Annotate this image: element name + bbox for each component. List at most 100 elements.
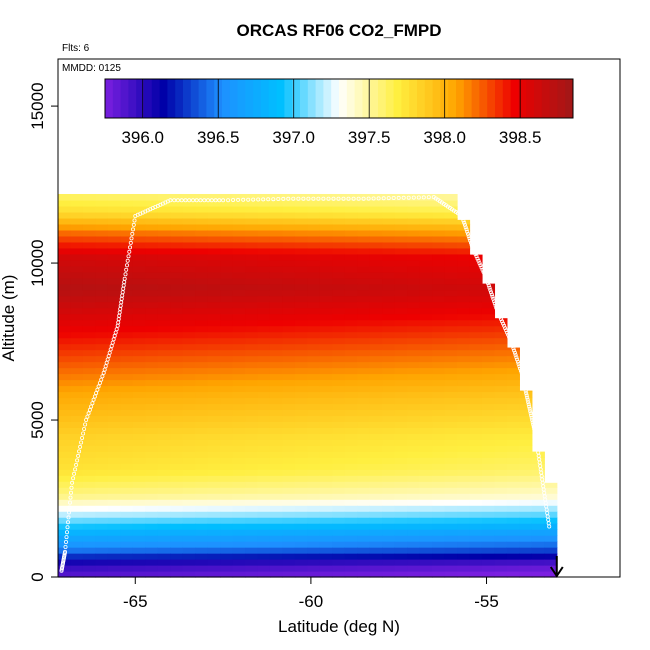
heatmap-cell <box>382 247 396 255</box>
y-tick-label: 10000 <box>28 239 47 286</box>
heatmap-cell <box>82 349 97 357</box>
heatmap-cell <box>207 535 221 542</box>
heatmap-cell <box>58 205 72 213</box>
heatmap-cell <box>70 367 84 375</box>
heatmap-cell <box>182 517 196 524</box>
heatmap-cell <box>481 403 496 411</box>
heatmap-cell <box>107 457 121 464</box>
heatmap-cell <box>506 397 520 405</box>
heatmap-cell <box>145 403 159 411</box>
heatmap-cell <box>357 439 371 446</box>
heatmap-cell <box>58 247 72 255</box>
heatmap-cell <box>145 277 159 285</box>
heatmap-cell <box>107 211 121 219</box>
heatmap-cell <box>58 343 72 351</box>
heatmap-cell <box>95 541 109 548</box>
heatmap-cell <box>531 565 545 572</box>
heatmap-cell <box>407 211 421 219</box>
heatmap-cell <box>282 229 296 237</box>
heatmap-cell <box>457 265 471 273</box>
heatmap-cell <box>207 211 221 219</box>
heatmap-cell <box>494 523 508 530</box>
heatmap-cell <box>132 433 146 440</box>
heatmap-cell <box>220 247 234 255</box>
heatmap-cell <box>494 553 508 560</box>
heatmap-cell <box>294 547 308 554</box>
heatmap-cell <box>132 517 146 524</box>
heatmap-cell <box>307 313 321 321</box>
heatmap-cell <box>170 571 184 578</box>
heatmap-cell <box>432 361 446 369</box>
heatmap-cell <box>257 277 271 285</box>
heatmap-cell <box>220 307 234 315</box>
heatmap-cell <box>120 367 134 375</box>
heatmap-cell <box>207 247 221 255</box>
heatmap-cell <box>357 469 371 476</box>
heatmap-cell <box>481 355 496 363</box>
heatmap-cell <box>195 439 209 446</box>
heatmap-cell <box>120 217 134 225</box>
heatmap-cell <box>307 289 321 297</box>
heatmap-cell <box>157 307 171 315</box>
track-point <box>476 258 481 263</box>
track-point <box>483 274 488 279</box>
heatmap-cell <box>220 523 234 530</box>
heatmap-cell <box>544 553 558 560</box>
heatmap-cell <box>544 487 558 494</box>
heatmap-cell <box>82 451 97 458</box>
heatmap-cell <box>357 247 371 255</box>
heatmap-cell <box>544 499 558 506</box>
heatmap-cell <box>232 205 246 213</box>
heatmap-cell <box>245 373 259 381</box>
heatmap-cell <box>195 247 209 255</box>
heatmap-cell <box>481 487 496 494</box>
heatmap-cell <box>207 373 221 381</box>
heatmap-cell <box>58 223 72 231</box>
heatmap-cell <box>95 283 109 291</box>
track-point <box>515 357 520 362</box>
heatmap-cell <box>319 505 333 512</box>
heatmap-cell <box>207 415 221 422</box>
track-point <box>130 227 135 232</box>
heatmap-cell <box>132 439 146 446</box>
heatmap-cell <box>457 355 471 363</box>
heatmap-cell <box>282 493 296 500</box>
heatmap-cell <box>332 427 346 434</box>
heatmap-cell <box>182 247 196 255</box>
end-marker-arrow <box>549 556 564 578</box>
heatmap-cell <box>58 451 72 458</box>
heatmap-cell <box>207 331 221 339</box>
heatmap-cell <box>195 547 209 554</box>
heatmap-cell <box>481 559 496 566</box>
heatmap-cell <box>220 571 234 578</box>
heatmap-cell <box>245 559 259 566</box>
heatmap-cell <box>319 493 333 500</box>
heatmap-cell <box>457 223 471 231</box>
heatmap-cell <box>220 223 234 231</box>
heatmap-cell <box>58 295 72 303</box>
colorbar: 396.0 396.5 397.0 397.5 398.0 398.5 <box>104 78 574 147</box>
heatmap-cell <box>357 211 371 219</box>
heatmap-cell <box>170 283 184 291</box>
heatmap-cell <box>481 517 496 524</box>
heatmap-cell <box>170 253 184 261</box>
heatmap-cell <box>182 535 196 542</box>
heatmap-cell <box>469 547 483 554</box>
heatmap-cell <box>332 451 346 458</box>
heatmap-cell <box>432 253 446 261</box>
heatmap-cell <box>132 325 146 333</box>
heatmap-cell <box>269 337 284 345</box>
heatmap-cell <box>481 463 496 470</box>
heatmap-cell <box>344 421 358 428</box>
heatmap-cell <box>195 223 209 231</box>
heatmap-cell <box>82 361 97 369</box>
heatmap-cell <box>245 349 259 357</box>
heatmap-cell <box>419 277 433 285</box>
heatmap-cell <box>457 445 471 452</box>
heatmap-cell <box>195 409 209 417</box>
heatmap-cell <box>319 529 333 536</box>
heatmap-cell <box>457 475 471 482</box>
heatmap-cell <box>269 241 284 249</box>
heatmap-cell <box>407 313 421 321</box>
heatmap-cell <box>407 355 421 363</box>
